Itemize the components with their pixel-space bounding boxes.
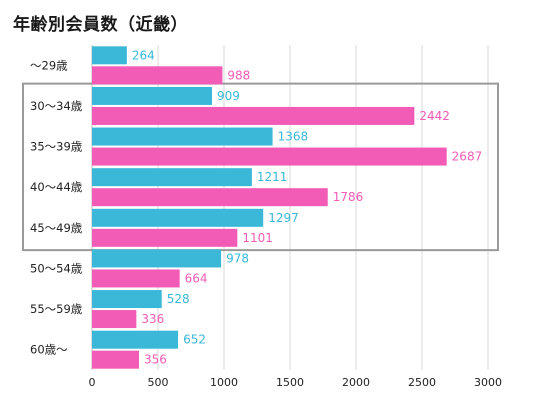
category-label: 35～39歳 <box>30 140 83 154</box>
bar-series-2 <box>92 228 238 247</box>
bar-series-1 <box>92 330 179 349</box>
bar-series-2 <box>92 310 137 329</box>
data-label: 652 <box>183 333 206 347</box>
highlight-frame <box>22 82 499 252</box>
x-tick-label: 1500 <box>276 376 304 389</box>
bar-series-1 <box>92 208 264 227</box>
data-label: 1211 <box>257 170 288 184</box>
category-label: 40～44歳 <box>30 180 83 194</box>
bar-series-2 <box>92 269 180 288</box>
x-tick-label: 1000 <box>210 376 238 389</box>
data-label: 1101 <box>242 231 273 245</box>
x-tick-label: 2500 <box>408 376 436 389</box>
data-label: 336 <box>141 312 164 326</box>
data-label: 1368 <box>278 130 309 144</box>
data-label: 988 <box>227 68 250 82</box>
bar-series-2 <box>92 66 223 85</box>
bar-series-2 <box>92 350 139 369</box>
data-label: 356 <box>144 353 167 367</box>
x-tick-label: 500 <box>148 376 169 389</box>
data-label: 2442 <box>419 109 450 123</box>
bar-series-1 <box>92 46 127 65</box>
category-label: 30～34歳 <box>30 99 83 113</box>
bar-series-2 <box>92 147 447 166</box>
bar-series-1 <box>92 249 222 268</box>
category-label: ～29歳 <box>30 58 68 72</box>
bar-series-2 <box>92 188 328 207</box>
bar-series-1 <box>92 290 162 309</box>
category-label: 50～54歳 <box>30 261 83 275</box>
x-tick-label: 0 <box>89 376 96 389</box>
category-label: 60歳～ <box>30 343 68 357</box>
bar-series-1 <box>92 86 212 105</box>
data-label: 1786 <box>333 190 364 204</box>
x-tick-label: 2000 <box>342 376 370 389</box>
data-label: 528 <box>167 292 190 306</box>
data-label: 264 <box>132 48 155 62</box>
x-tick-label: 3000 <box>474 376 502 389</box>
data-label: 1297 <box>268 211 299 225</box>
bar-series-1 <box>92 168 252 187</box>
category-label: 45～49歳 <box>30 221 83 235</box>
chart-title: 年齢別会員数（近畿） <box>13 15 188 35</box>
data-label: 664 <box>185 271 208 285</box>
bar-series-1 <box>92 127 273 146</box>
data-label: 2687 <box>452 150 483 164</box>
data-label: 909 <box>217 89 240 103</box>
category-label: 55～59歳 <box>30 302 83 316</box>
data-label: 978 <box>226 251 249 265</box>
bar-series-2 <box>92 106 415 125</box>
